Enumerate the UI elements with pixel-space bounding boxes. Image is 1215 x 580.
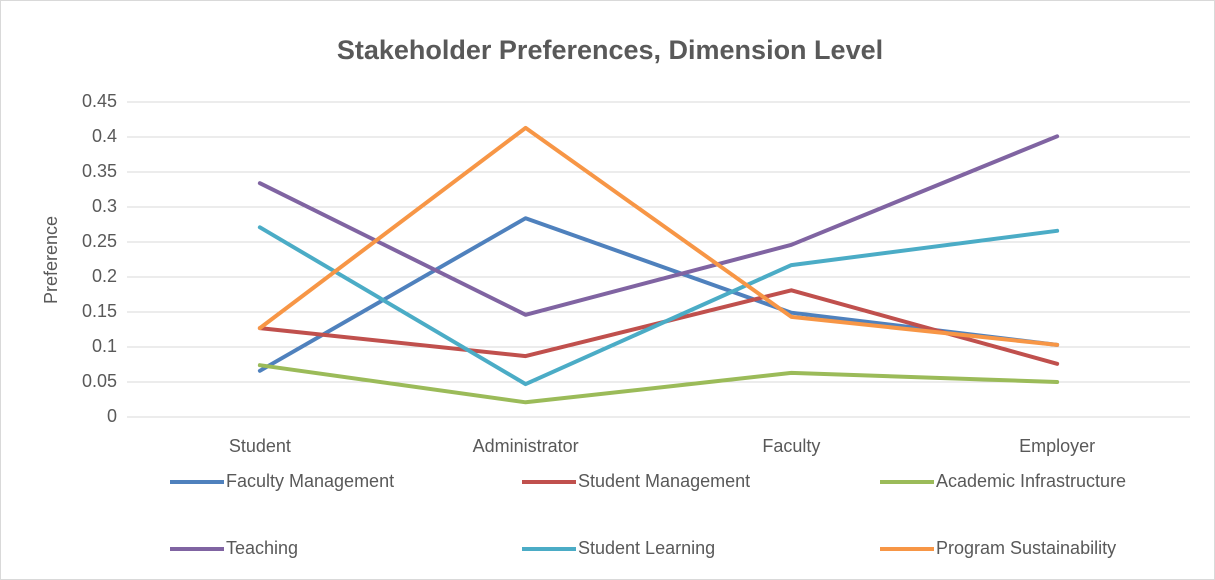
y-tick-label: 0.25 — [82, 231, 117, 251]
series-line — [257, 125, 1060, 347]
x-tick-label: Administrator — [473, 436, 579, 456]
y-tick-label: 0.1 — [92, 336, 117, 356]
y-tick-label: 0 — [107, 406, 117, 426]
y-tick-label: 0.4 — [92, 126, 117, 146]
y-tick-label: 0.35 — [82, 161, 117, 181]
chart-title: Stakeholder Preferences, Dimension Level — [337, 35, 883, 65]
y-tick-label: 0.2 — [92, 266, 117, 286]
y-tick-label: 0.45 — [82, 91, 117, 111]
legend-label: Academic Infrastructure — [936, 471, 1126, 491]
legend-label: Faculty Management — [226, 471, 394, 491]
legend-label: Teaching — [226, 538, 298, 558]
x-tick-label: Faculty — [762, 436, 820, 456]
x-tick-label: Employer — [1019, 436, 1095, 456]
legend-label: Student Learning — [578, 538, 715, 558]
series-line — [257, 225, 1060, 387]
legend-label: Student Management — [578, 471, 750, 491]
series-line — [257, 363, 1060, 405]
x-tick-label: Student — [229, 436, 291, 456]
y-tick-label: 0.15 — [82, 301, 117, 321]
y-tick-label: 0.05 — [82, 371, 117, 391]
series-line — [257, 134, 1060, 317]
y-tick-label: 0.3 — [92, 196, 117, 216]
y-axis-label: Preference — [41, 216, 61, 304]
legend-label: Program Sustainability — [936, 538, 1116, 558]
